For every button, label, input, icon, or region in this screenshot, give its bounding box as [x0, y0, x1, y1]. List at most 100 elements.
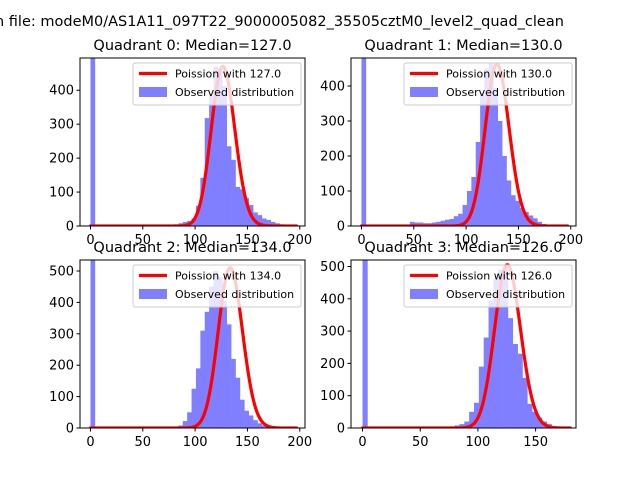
poisson-fit-line	[88, 64, 299, 226]
y-tick-label: 0	[66, 422, 74, 437]
histogram-bar	[462, 205, 468, 226]
y-tick-label: 200	[320, 357, 345, 372]
histogram-bar	[226, 324, 232, 428]
x-tick-label: 0	[357, 233, 365, 248]
x-tick-label: 0	[86, 435, 94, 450]
y-tick-label: 200	[320, 150, 345, 165]
histogram-bar	[414, 222, 419, 226]
histogram-bar	[361, 58, 367, 226]
histogram-bar	[222, 300, 228, 428]
legend-box	[132, 62, 302, 106]
legend-label-fit: Poission with 127.0	[175, 68, 281, 81]
x-tick-label: 150	[235, 233, 260, 248]
y-tick-label: 0	[337, 422, 345, 437]
histogram-bar	[200, 330, 206, 428]
y-tick-label: 400	[49, 84, 74, 99]
x-tick-label: 200	[287, 435, 312, 450]
legend-label-observed: Observed distribution	[175, 288, 294, 301]
legend-box	[403, 62, 573, 106]
x-tick-label: 0	[86, 233, 94, 248]
histogram-bar	[235, 186, 241, 226]
histogram-bar	[231, 159, 236, 226]
histogram-bar	[409, 221, 415, 226]
histogram-bar	[187, 412, 192, 428]
legend-label-fit: Poission with 134.0	[175, 270, 281, 283]
x-tick-label: 100	[466, 435, 491, 450]
histogram-bar	[510, 195, 516, 226]
histogram-bar	[469, 411, 475, 428]
histogram-bar	[270, 221, 276, 226]
x-tick-label: 150	[523, 435, 548, 450]
legend: Poission with 130.0 Observed distribution	[403, 62, 573, 106]
chart-title: Quadrant 2: Median=134.0	[93, 240, 291, 256]
x-tick-label: 50	[406, 233, 423, 248]
histogram-bar	[519, 207, 525, 226]
histogram-bar	[209, 286, 214, 428]
figure-suptitle: n file: modeM0/AS1A11_097T22_9000005082_…	[0, 14, 564, 30]
y-tick-label: 500	[49, 264, 74, 279]
histogram-bar	[484, 68, 490, 226]
axes-frame	[79, 57, 306, 227]
histogram-bar	[239, 399, 245, 428]
chart-title: Quadrant 0: Median=127.0	[93, 38, 291, 54]
y-tick-label: 400	[320, 80, 345, 95]
histogram-bar	[517, 353, 523, 428]
histogram-bar	[478, 366, 484, 428]
histogram-bar	[204, 311, 210, 428]
chart-panel-1: 0 50 100 150 200 0 100 200 300 400 Quadrant 1: Med…	[320, 38, 583, 248]
legend-label-fit: Poission with 126.0	[446, 270, 552, 283]
histogram-bar	[512, 344, 518, 428]
x-tick-label: 150	[506, 233, 531, 248]
chart-panel-0: 0 50 100 150 200 0 100 200 300 400 Quadrant 0: Med…	[49, 38, 312, 248]
poisson-fit-line	[359, 62, 570, 226]
y-tick-label: 100	[49, 186, 74, 201]
histogram-bar	[466, 191, 472, 226]
histogram-bar	[444, 219, 450, 226]
histogram-bar	[506, 180, 512, 226]
histogram-bar	[182, 421, 188, 428]
legend-hist-swatch	[410, 87, 438, 97]
legend-label-observed: Observed distribution	[175, 86, 294, 99]
legend-label-fit: Poission with 130.0	[446, 68, 552, 81]
histogram-bar	[226, 146, 232, 226]
plot-area	[88, 58, 299, 226]
y-tick-label: 100	[49, 390, 74, 405]
histogram-bar	[235, 377, 241, 428]
histogram-bar	[498, 269, 504, 428]
histogram-bar	[474, 402, 480, 428]
histogram-bar	[257, 423, 263, 428]
histogram-bar	[431, 222, 437, 226]
histogram-bar	[200, 177, 206, 226]
x-tick-label: 200	[287, 233, 312, 248]
histogram-bar	[90, 260, 96, 428]
axes-frame	[79, 259, 306, 429]
y-tick-label: 100	[320, 389, 345, 404]
histogram-bar	[464, 421, 470, 428]
histogram-bar	[266, 219, 271, 226]
histogram-bar	[248, 415, 254, 428]
legend-box	[132, 264, 302, 308]
x-tick-label: 50	[135, 233, 152, 248]
histogram-bar	[488, 63, 494, 226]
histogram-bar	[532, 218, 538, 226]
histogram-bar	[502, 156, 507, 226]
x-tick-label: 100	[454, 233, 479, 248]
histogram-bar	[195, 205, 201, 226]
chart-panel-2: 0 50 100 150 200 0 100 200 300 400 500 Quadrant 2: …	[49, 240, 312, 450]
histogram-bar	[493, 279, 499, 428]
histogram-bar	[522, 377, 528, 428]
legend-hist-swatch	[139, 87, 167, 97]
chart-title: Quadrant 3: Median=126.0	[364, 240, 562, 256]
histogram-bar	[195, 368, 201, 428]
histogram-bar	[527, 403, 533, 428]
histogram-bar	[458, 213, 463, 226]
histogram-bar	[244, 410, 249, 428]
legend: Poission with 126.0 Observed distribution	[403, 264, 573, 308]
x-tick-label: 100	[183, 233, 208, 248]
histogram-bar	[209, 95, 214, 226]
y-tick-label: 200	[49, 359, 74, 374]
plot-area	[359, 58, 570, 226]
plot-area	[88, 260, 299, 428]
y-tick-label: 300	[320, 115, 345, 130]
plot-area	[360, 260, 572, 428]
